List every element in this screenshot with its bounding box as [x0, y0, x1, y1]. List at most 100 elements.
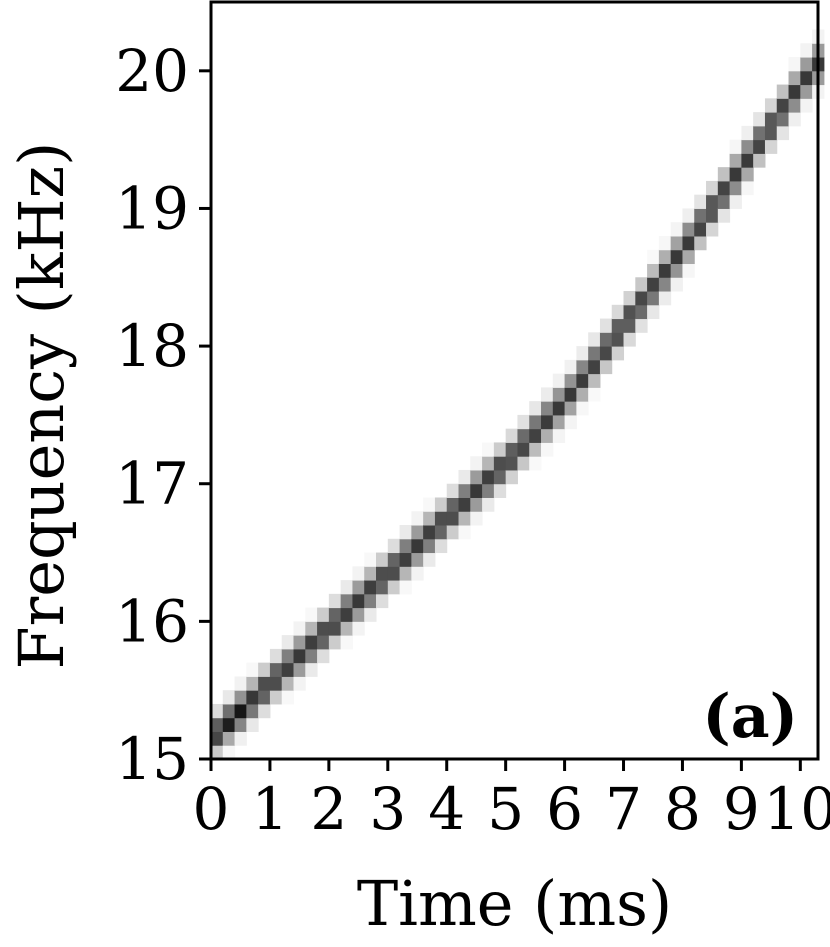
heatmap-cell: [635, 304, 648, 320]
heatmap-cell: [340, 593, 353, 609]
heatmap-cell: [458, 483, 471, 498]
heatmap-cell: [246, 690, 259, 705]
heatmap-cell: [340, 621, 353, 636]
heatmap-cell: [376, 580, 389, 595]
axes: [209, 0, 820, 761]
heatmap-cell: [376, 566, 389, 581]
heatmap-cell: [411, 511, 424, 526]
heatmap-cell: [211, 731, 224, 746]
heatmap-cell: [706, 222, 719, 237]
heatmap-cell: [694, 222, 707, 237]
heatmap-cell: [753, 153, 766, 168]
heatmap-cell: [352, 593, 365, 609]
heatmap-cell: [658, 291, 672, 306]
heatmap-cell: [800, 84, 813, 99]
heatmap-cell: [623, 291, 636, 306]
x-tick-label: 10: [763, 775, 830, 843]
heatmap-cell: [741, 167, 754, 182]
heatmap-cell: [340, 635, 353, 650]
heatmap-cell: [269, 648, 283, 664]
heatmap-cell: [541, 442, 554, 457]
heatmap-cell: [552, 401, 566, 416]
x-tick-label: 0: [193, 775, 230, 843]
heatmap-cell: [788, 112, 801, 127]
heatmap-cell: [658, 249, 672, 265]
heatmap-cell: [741, 125, 754, 141]
heatmap-cell: [800, 57, 813, 72]
x-tick-label: 5: [487, 775, 524, 843]
heatmap-cell: [658, 263, 672, 278]
heatmap-cell: [505, 456, 518, 471]
heatmap-cell: [611, 346, 625, 361]
heatmap-cell: [317, 648, 330, 664]
heatmap-cell: [423, 552, 436, 567]
heatmap-cell: [670, 277, 683, 292]
heatmap-cell: [753, 125, 766, 141]
heatmap-cell: [717, 167, 731, 182]
heatmap-cell: [552, 387, 566, 402]
heatmap-cells: [211, 29, 825, 760]
heatmap-cell: [293, 635, 306, 650]
heatmap-cell: [411, 538, 424, 554]
heatmap-cell: [541, 414, 554, 430]
heatmap-cell: [446, 511, 460, 526]
heatmap-cell: [647, 277, 660, 292]
heatmap-cell: [682, 263, 695, 278]
heatmap-cell: [234, 731, 247, 746]
heatmap-cell: [776, 98, 790, 113]
heatmap-cell: [682, 222, 695, 237]
heatmap-cell: [694, 194, 707, 209]
heatmap-cell: [753, 112, 766, 127]
heatmap-cell: [564, 373, 577, 388]
heatmap-cell: [788, 84, 801, 99]
y-tick-label: 15: [115, 725, 189, 793]
y-tick-label: 20: [115, 37, 189, 105]
heatmap-cell: [434, 497, 448, 512]
heatmap-cell: [246, 703, 259, 719]
heatmap-cell: [482, 483, 495, 498]
heatmap-cell: [446, 497, 460, 512]
heatmap-cell: [493, 442, 507, 457]
heatmap-cell: [305, 662, 318, 677]
heatmap-cell: [788, 98, 801, 113]
heatmap-cell: [505, 442, 518, 457]
heatmap-cell: [552, 373, 566, 388]
heatmap-cell: [529, 428, 542, 443]
heatmap-cell: [741, 180, 754, 196]
heatmap-cell: [352, 607, 365, 622]
heatmap-cell: [258, 676, 271, 691]
heatmap-cell: [234, 717, 247, 732]
heatmap-cell: [647, 249, 660, 265]
heatmap-cell: [399, 552, 412, 567]
heatmap-cell: [599, 318, 613, 333]
heatmap-cell: [352, 621, 365, 636]
heatmap-cell: [576, 387, 589, 402]
heatmap-cell: [635, 291, 648, 306]
heatmap-cell: [670, 222, 683, 237]
heatmap-cell: [623, 318, 636, 333]
heatmap-cell: [517, 428, 530, 443]
heatmap-cell: [505, 469, 518, 485]
heatmap-cell: [505, 428, 518, 443]
heatmap-cell: [234, 703, 247, 719]
heatmap-cell: [446, 483, 460, 498]
x-tick-label: 3: [369, 775, 406, 843]
heatmap-cell: [470, 456, 483, 471]
heatmap-cell: [222, 731, 236, 746]
heatmap-cell: [364, 566, 377, 581]
heatmap-cell: [399, 566, 412, 581]
heatmap-cell: [647, 304, 660, 320]
heatmap-cell: [458, 511, 471, 526]
heatmap-cell: [305, 607, 318, 622]
heatmap-cell: [364, 552, 377, 567]
heatmap-cell: [246, 662, 259, 677]
heatmap-cell: [482, 469, 495, 485]
heatmap-cell: [588, 332, 601, 347]
heatmap-cell: [293, 621, 306, 636]
heatmap-cell: [694, 235, 707, 251]
heatmap-cell: [670, 235, 683, 251]
heatmap-cell: [623, 332, 636, 347]
heatmap-cell: [635, 277, 648, 292]
y-tick-label: 17: [115, 450, 189, 518]
